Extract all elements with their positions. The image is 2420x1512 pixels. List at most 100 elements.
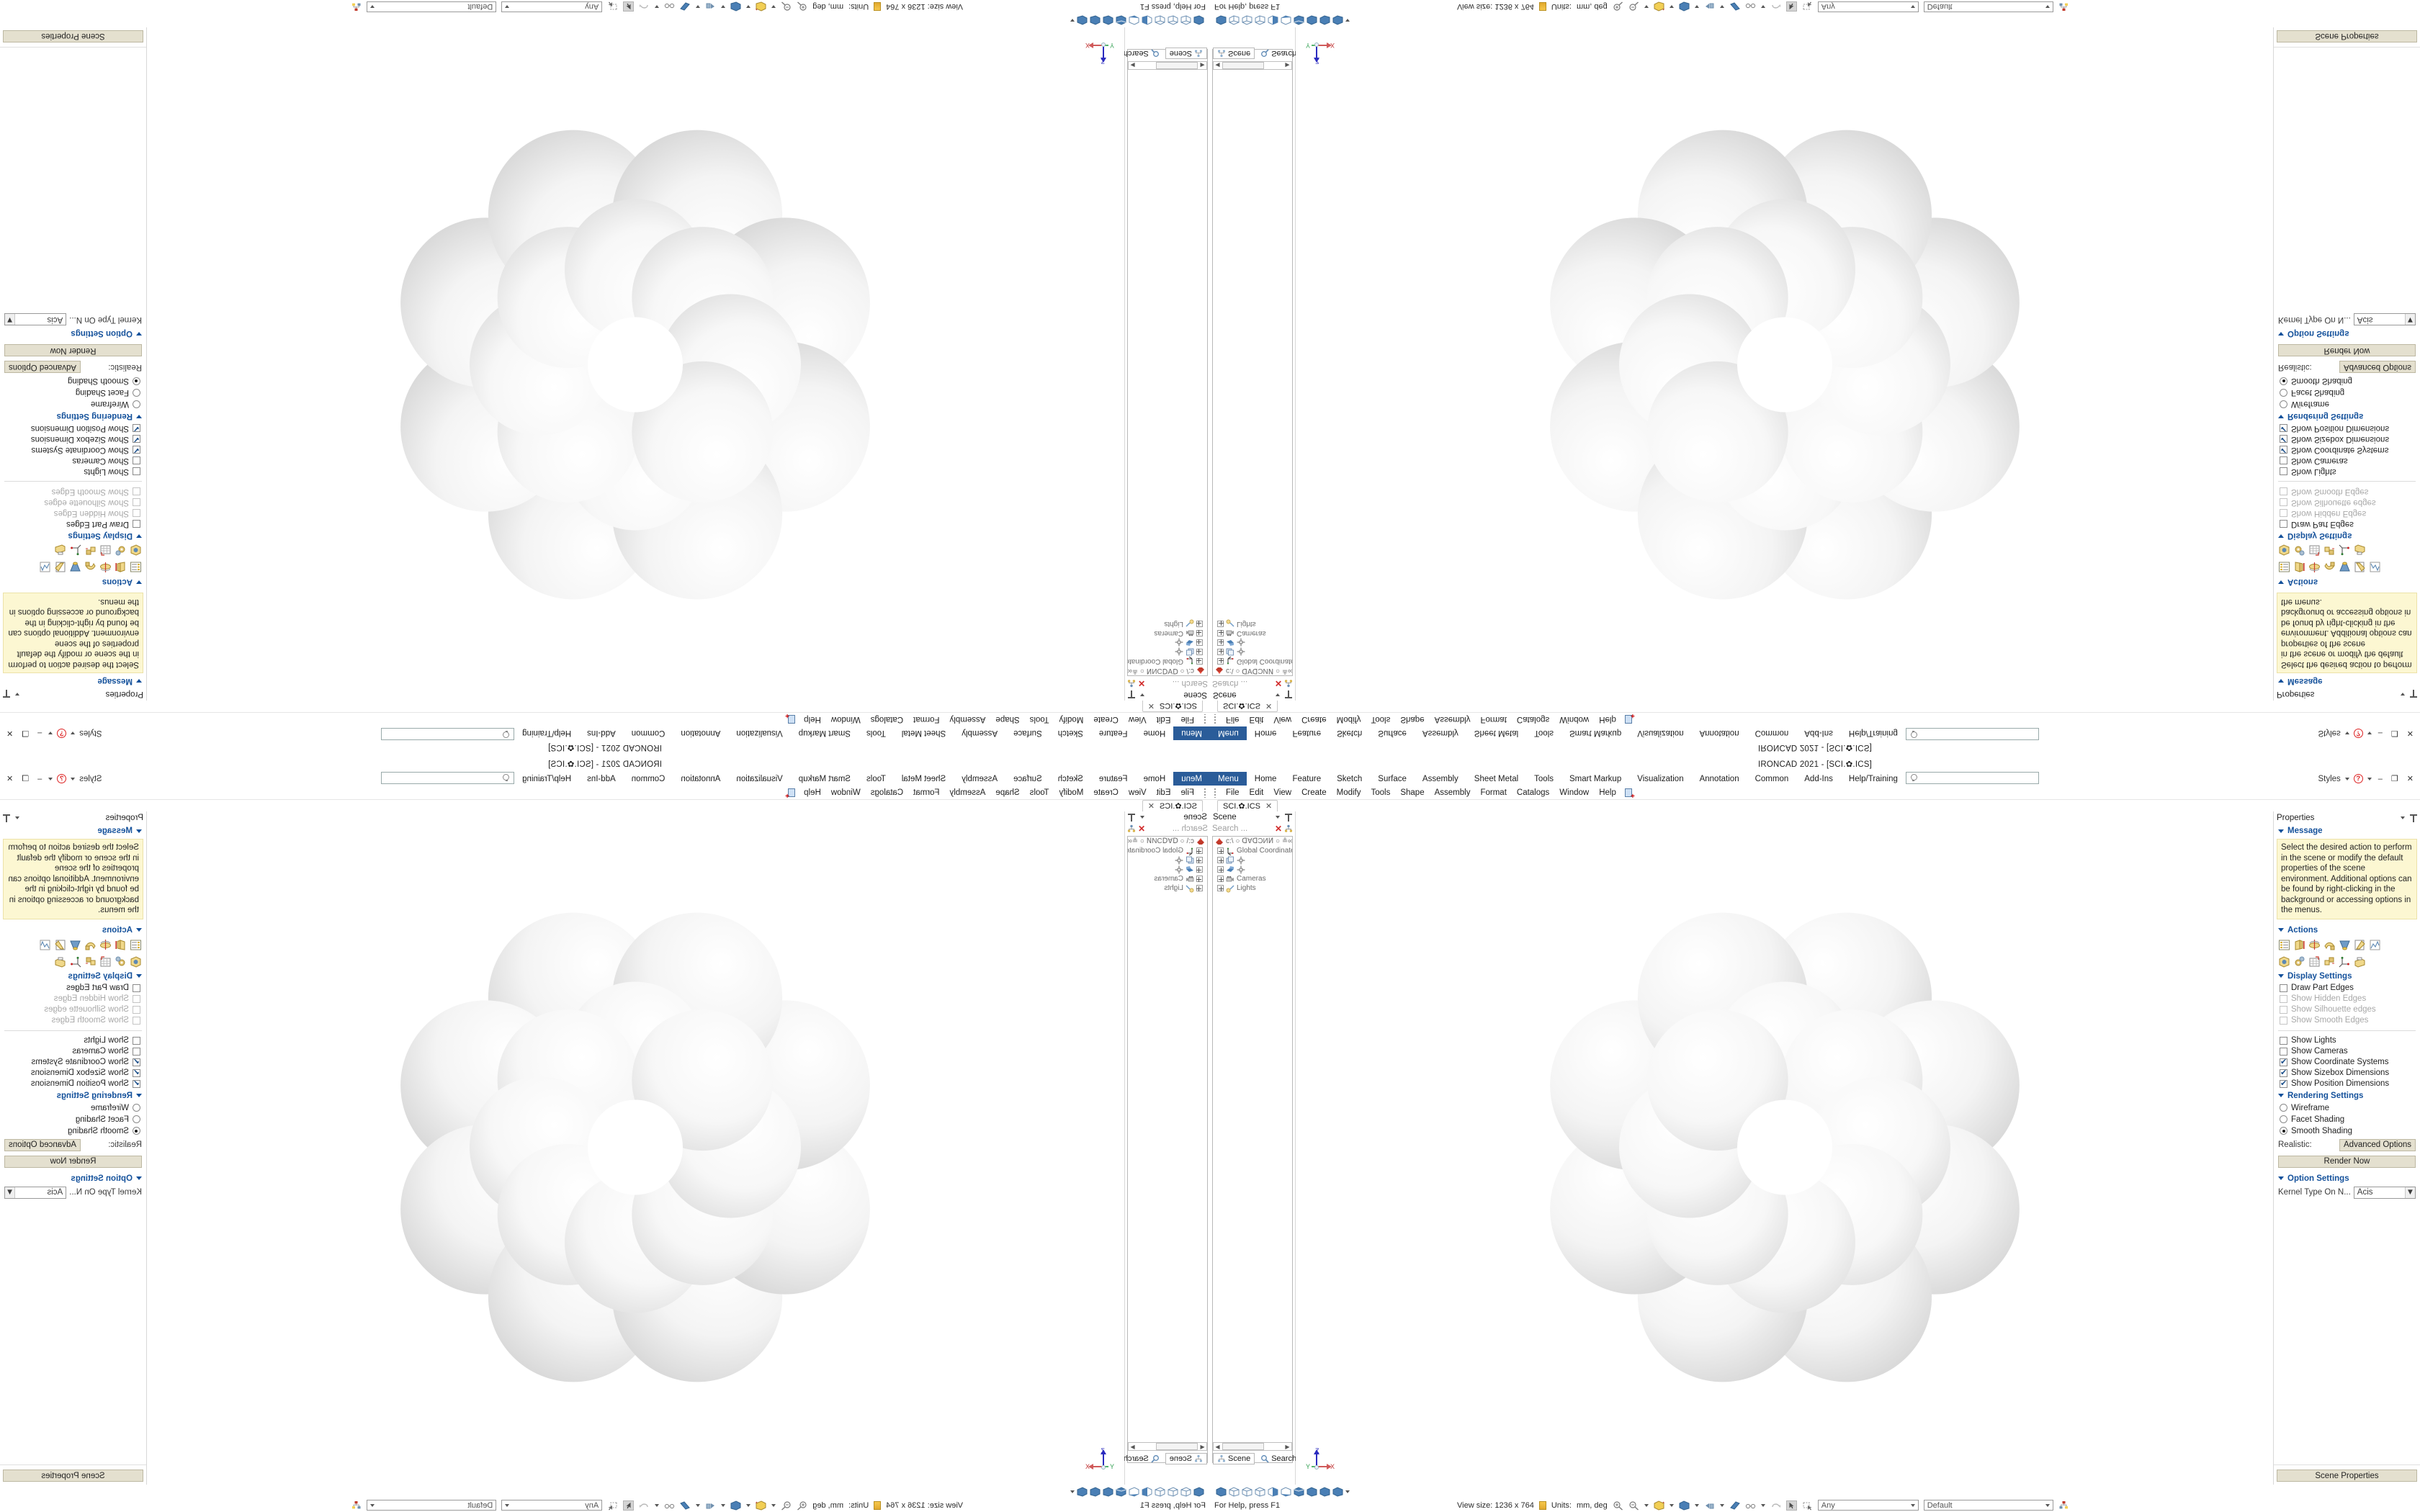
pin-icon[interactable] bbox=[1285, 813, 1292, 822]
chevron-down-icon[interactable] bbox=[71, 732, 76, 735]
view-cube-right-icon[interactable] bbox=[1142, 15, 1152, 26]
tree-row-part-1[interactable] bbox=[1213, 647, 1292, 657]
tab-search[interactable]: Search bbox=[1256, 48, 1301, 59]
checkbox-show-cameras[interactable] bbox=[2280, 1047, 2287, 1056]
undo-select-icon[interactable] bbox=[1770, 2, 1781, 12]
style-select[interactable]: Default bbox=[367, 1, 497, 12]
loft-icon[interactable] bbox=[69, 562, 81, 574]
camera-snapshot-icon[interactable] bbox=[705, 1500, 716, 1511]
tab-scene[interactable]: Scene bbox=[1165, 1453, 1207, 1464]
menu-item-file[interactable]: File bbox=[1180, 715, 1194, 724]
tree-row-lights[interactable]: Lights bbox=[1128, 619, 1207, 629]
ribbon-tab-tools[interactable]: Tools bbox=[866, 729, 886, 738]
chevron-down-icon-rendering[interactable] bbox=[136, 1094, 142, 1097]
blue-cube-icon[interactable] bbox=[1679, 1500, 1690, 1511]
chevron-down-icon-style[interactable] bbox=[370, 1503, 375, 1507]
plane-blue-icon[interactable] bbox=[680, 2, 691, 12]
orbit-options-icon[interactable] bbox=[1669, 5, 1674, 9]
menu-item-help[interactable]: Help bbox=[804, 788, 821, 797]
tree-row-global-coordinate-system[interactable]: Global Coordinate System bbox=[1213, 657, 1293, 666]
section-header-message[interactable]: Message bbox=[2275, 675, 2419, 688]
section-header-actions[interactable]: Actions bbox=[2275, 576, 2419, 589]
actions-row-1[interactable] bbox=[1, 937, 145, 953]
menu-item-edit[interactable]: Edit bbox=[1249, 715, 1264, 724]
glasses-options-icon[interactable] bbox=[1760, 1503, 1765, 1507]
scene-panel-bottom-tabs[interactable]: Scene Search bbox=[1213, 1453, 1301, 1464]
scene-properties-button[interactable]: Scene Properties bbox=[3, 1470, 143, 1482]
scene-search-row[interactable]: Search ... ✕ bbox=[1210, 823, 1295, 834]
ribbon-tab-visualization[interactable]: Visualization bbox=[736, 774, 783, 783]
properties-collapse-icon[interactable] bbox=[2401, 816, 2405, 819]
ribbon-tab-home[interactable]: Home bbox=[1254, 729, 1277, 738]
pin-icon[interactable] bbox=[1128, 691, 1135, 699]
chevron-down-icon-option[interactable] bbox=[136, 332, 142, 336]
view-cube-left-icon[interactable] bbox=[1155, 15, 1165, 26]
properties-pin-icon[interactable] bbox=[2410, 690, 2417, 698]
tree-row-part-1[interactable] bbox=[1128, 647, 1207, 657]
checkbox-show-position-dimensions[interactable] bbox=[133, 1079, 140, 1088]
zoom-options-icon[interactable] bbox=[771, 1503, 776, 1507]
view-orientation-toolbar[interactable] bbox=[1210, 14, 2420, 27]
view-cube-bottom-icon[interactable] bbox=[1294, 1486, 1304, 1497]
sweep-icon[interactable] bbox=[2323, 939, 2336, 951]
checkbox-row-show-cameras[interactable]: Show Cameras bbox=[2275, 456, 2419, 467]
checkbox-row-show-position-dimensions[interactable]: Show Position Dimensions bbox=[1, 1079, 145, 1089]
ribbon-search-input[interactable] bbox=[1905, 772, 2039, 784]
checkbox-show-position-dimensions[interactable] bbox=[2280, 424, 2287, 433]
scene-panel-bottom-tabs[interactable]: Scene Search bbox=[1213, 48, 1301, 59]
section-header-option-settings[interactable]: Option Settings bbox=[2275, 328, 2419, 341]
ribbon-tab-smart-markup[interactable]: Smart Markup bbox=[798, 774, 851, 783]
select-arrow-tool[interactable] bbox=[623, 1, 635, 12]
checkbox-show-coordinate-systems[interactable] bbox=[2280, 1057, 2287, 1067]
ribbon-tab-surface[interactable]: Surface bbox=[1013, 729, 1042, 738]
radio-row-facet-shading[interactable]: Facet Shading bbox=[1, 387, 145, 399]
scrollbar-thumb[interactable] bbox=[1222, 62, 1264, 69]
blue-cube-options-icon[interactable] bbox=[1694, 5, 1699, 9]
menu-item-shape[interactable]: Shape bbox=[1400, 715, 1425, 724]
zoom-options-icon[interactable] bbox=[1644, 1503, 1649, 1507]
checkbox-draw-part-edges[interactable] bbox=[133, 984, 140, 992]
view-cube-overflow-icon[interactable] bbox=[1345, 1490, 1350, 1493]
section-header-rendering-settings[interactable]: Rendering Settings bbox=[2275, 410, 2419, 423]
glasses-options-icon[interactable] bbox=[655, 1503, 660, 1507]
actions-row-2[interactable] bbox=[2275, 953, 2419, 970]
gears-icon[interactable] bbox=[115, 545, 127, 557]
scene-panel-bottom-tabs[interactable]: Scene Search bbox=[1119, 1453, 1207, 1464]
checkbox-row-show-sizebox-dimensions[interactable]: Show Sizebox Dimensions bbox=[2275, 434, 2419, 445]
clear-search-icon[interactable]: ✕ bbox=[1274, 678, 1282, 688]
actions-row-2[interactable] bbox=[1, 953, 145, 970]
checkbox-show-sizebox-dimensions[interactable] bbox=[2280, 435, 2287, 444]
radio-facet-shading[interactable] bbox=[133, 389, 140, 397]
chevron-down-icon-rendering[interactable] bbox=[136, 415, 142, 418]
scene-filter-icon[interactable] bbox=[1284, 679, 1293, 688]
kernel-type-row[interactable]: Kernel Type On N... Acis ▼ bbox=[2275, 312, 2419, 328]
radio-row-wireframe[interactable]: Wireframe bbox=[2275, 399, 2419, 410]
selection-filter-select[interactable]: Any bbox=[501, 1500, 603, 1511]
checkbox-show-lights[interactable] bbox=[2280, 1036, 2287, 1045]
tree-row-root[interactable]: c:\ ○ ᗡ∀ᗡƆИͶ ○ ≗∞ ○ ⊙ ○ ∘≗ ◎ ИͶ bbox=[1127, 837, 1207, 846]
tree-row-part-1[interactable] bbox=[1128, 855, 1207, 865]
scene-search-input[interactable]: Search ... bbox=[1212, 824, 1248, 833]
assembly-icon[interactable] bbox=[84, 955, 97, 968]
zoom-out-icon[interactable] bbox=[1628, 1, 1639, 12]
menu-item-format[interactable]: Format bbox=[1480, 715, 1507, 724]
menu-item-tools[interactable]: Tools bbox=[1371, 715, 1391, 724]
help-icon[interactable]: ? bbox=[57, 729, 67, 738]
tab-search[interactable]: Search bbox=[1119, 48, 1164, 59]
ribbon-tab-bar[interactable]: Menu Home Feature Sketch Surface Assembl… bbox=[1210, 726, 2420, 740]
actions-row-1[interactable] bbox=[2275, 559, 2419, 576]
ribbon-tab-feature[interactable]: Feature bbox=[1292, 729, 1322, 738]
ribbon-search-input[interactable] bbox=[381, 772, 515, 784]
radio-wireframe[interactable] bbox=[133, 400, 140, 408]
scene-search-row[interactable]: Search ... ✕ bbox=[1210, 678, 1295, 689]
clear-search-icon[interactable]: ✕ bbox=[1274, 824, 1282, 834]
menu-item-view[interactable]: View bbox=[1128, 788, 1147, 797]
view-orientation-toolbar[interactable] bbox=[0, 1485, 1210, 1498]
chevron-down-icon-option[interactable] bbox=[2278, 332, 2284, 336]
view-cube-right-icon[interactable] bbox=[1142, 1486, 1152, 1497]
chevron-down-icon-message[interactable] bbox=[136, 829, 142, 833]
scene-search-input[interactable]: Search ... bbox=[1172, 679, 1208, 688]
document-tab-strip[interactable]: SCI.✿.ICS ✕ bbox=[0, 700, 1210, 712]
expander-icon-5[interactable] bbox=[1196, 885, 1203, 891]
sheet-grid-icon[interactable] bbox=[99, 545, 112, 557]
